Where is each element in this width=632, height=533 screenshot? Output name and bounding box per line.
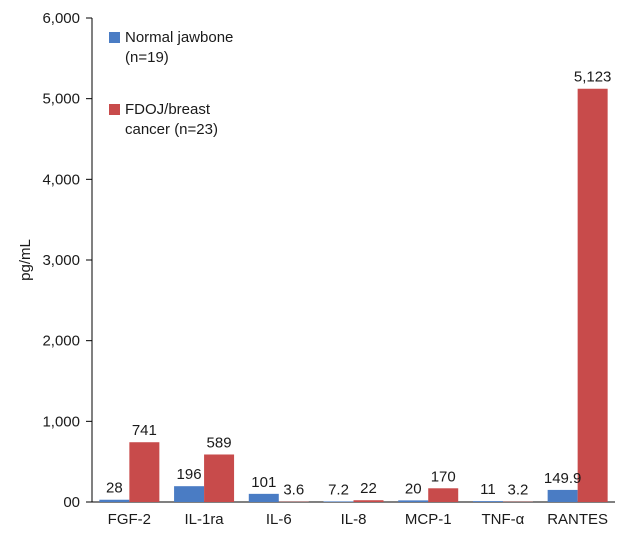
bar-normal-jawbone (248, 493, 279, 502)
y-tick-label: 6,000 (42, 10, 80, 27)
data-label: 3.2 (507, 482, 528, 499)
bar-fdoj-breast-cancer (428, 488, 459, 502)
bar-normal-jawbone (398, 500, 429, 502)
legend-label: cancer (n=23) (125, 121, 218, 138)
x-category-label: IL-8 (341, 511, 367, 528)
bar-fdoj-breast-cancer (577, 88, 608, 503)
data-label: 5,123 (574, 69, 612, 86)
y-tick-label: 5,000 (42, 91, 80, 108)
data-label: 3.6 (283, 482, 304, 499)
bars (99, 88, 608, 503)
x-category-label: TNF-α (482, 511, 525, 528)
data-label: 11 (480, 481, 496, 498)
x-category-label: FGF-2 (108, 511, 151, 528)
data-labels: 28 196 101 7.2 20 11 149.9 741 589 3.6 22 170 3.2 5,1… (106, 69, 611, 499)
legend-label: (n=19) (125, 49, 169, 66)
legend-swatch (109, 32, 120, 43)
x-category-label: RANTES (547, 511, 608, 528)
data-label: 149.9 (544, 470, 582, 487)
data-label: 741 (132, 422, 157, 439)
legend: Normal jawbone (n=19) FDOJ/breast cancer (n… (109, 29, 233, 138)
bar-normal-jawbone (323, 501, 354, 502)
y-axis-title: pg/mL (17, 239, 34, 281)
y-axis-ticks: 00 1,000 2,000 3,000 4,000 5,000 6,000 (42, 10, 92, 511)
bar-normal-jawbone (472, 501, 503, 502)
x-category-label: MCP-1 (405, 511, 452, 528)
data-label: 28 (106, 480, 123, 497)
data-label: 7.2 (328, 481, 349, 498)
bar-fdoj-breast-cancer (204, 454, 235, 502)
y-tick-label: 00 (63, 494, 80, 511)
bar-normal-jawbone (547, 489, 578, 502)
category-labels: FGF-2 IL-1ra IL-6 IL-8 MCP-1 TNF-α RANTES (108, 511, 608, 528)
axes (91, 18, 615, 503)
y-tick-label: 1,000 (42, 413, 80, 430)
y-tick-label: 2,000 (42, 333, 80, 350)
data-label: 196 (177, 466, 202, 483)
legend-swatch (109, 104, 120, 115)
y-tick-label: 3,000 (42, 252, 80, 269)
data-label: 22 (360, 480, 377, 497)
x-category-label: IL-6 (266, 511, 292, 528)
data-label: 101 (251, 474, 276, 491)
legend-label: FDOJ/breast (125, 101, 211, 118)
data-label: 20 (405, 480, 422, 497)
data-label: 170 (431, 468, 456, 485)
bar-fdoj-breast-cancer (129, 442, 160, 502)
y-tick-label: 4,000 (42, 171, 80, 188)
x-category-label: IL-1ra (184, 511, 224, 528)
data-label: 589 (207, 434, 232, 451)
bar-fdoj-breast-cancer (353, 500, 384, 502)
bar-normal-jawbone (99, 499, 130, 502)
bar-normal-jawbone (174, 486, 205, 502)
legend-label: Normal jawbone (125, 29, 233, 46)
